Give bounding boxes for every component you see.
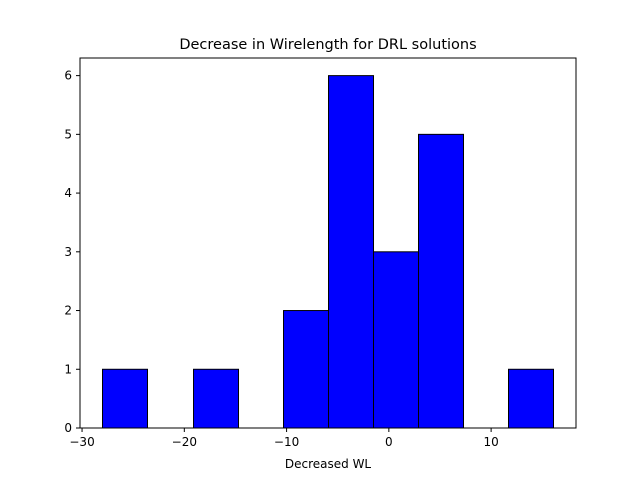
x-axis-ticks: −30 −20 −10 0 10 <box>69 428 499 449</box>
chart-title: Decrease in Wirelength for DRL solutions <box>179 37 476 53</box>
y-axis-ticks: 0 1 2 3 4 5 6 <box>64 69 80 435</box>
histogram-bar <box>418 133 465 429</box>
x-tick-label: 0 <box>385 435 393 449</box>
y-tick-label: 3 <box>64 245 72 259</box>
histogram-bar <box>193 368 240 429</box>
histogram-bar <box>373 251 420 429</box>
plot-frame <box>79 57 577 429</box>
histogram-bar <box>328 75 375 429</box>
x-tick-label: −10 <box>274 435 299 449</box>
y-tick-label: 6 <box>64 69 72 83</box>
x-tick-label: −20 <box>172 435 197 449</box>
x-axis-label: Decreased WL <box>285 457 372 471</box>
x-tick-label: 10 <box>483 435 498 449</box>
y-tick-label: 5 <box>64 127 72 141</box>
histogram-bar <box>508 368 555 429</box>
histogram-bar <box>101 368 148 429</box>
bars-group <box>101 75 555 429</box>
histogram-bar <box>283 310 330 429</box>
y-tick-label: 4 <box>64 186 72 200</box>
y-tick-label: 0 <box>64 421 72 435</box>
x-tick-label: −30 <box>69 435 94 449</box>
y-tick-label: 1 <box>64 362 72 376</box>
y-tick-label: 2 <box>64 304 72 318</box>
